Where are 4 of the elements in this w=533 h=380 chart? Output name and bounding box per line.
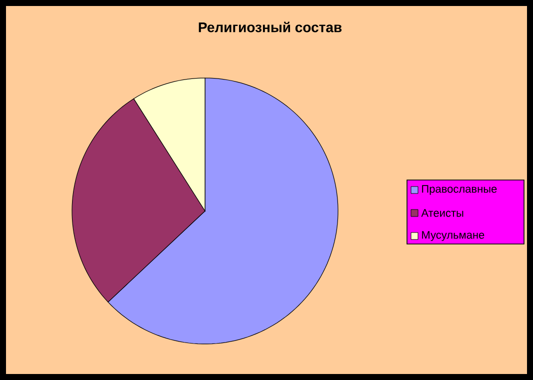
chart-title: Религиозный состав [198,22,342,32]
legend-label: Мусульмане [422,231,484,241]
legend-label: Православные [422,185,497,195]
legend-label: Атеисты [421,209,464,217]
